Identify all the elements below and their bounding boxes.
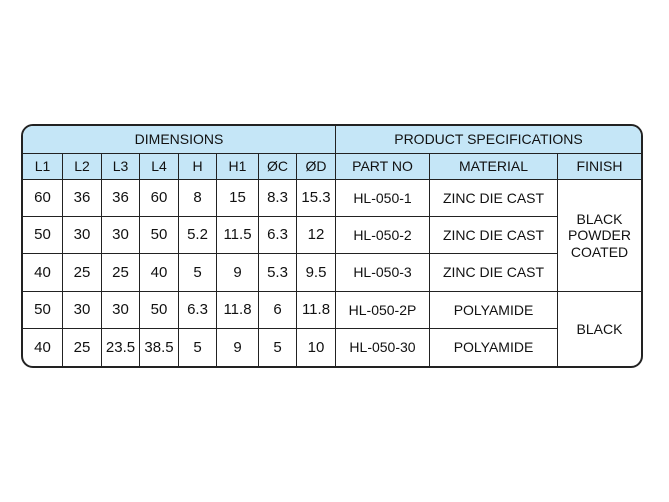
- table-cell: HL-050-2: [336, 217, 430, 254]
- table-cell: 6: [259, 292, 297, 329]
- table-cell: 5: [259, 329, 297, 366]
- table-cell: 60: [140, 180, 179, 217]
- table-cell: 50: [140, 292, 179, 329]
- column-header: L2: [63, 154, 102, 180]
- table-cell: 30: [102, 292, 140, 329]
- table-cell: 36: [63, 180, 102, 217]
- table-cell: 8: [179, 180, 217, 217]
- table-cell: 38.5: [140, 329, 179, 366]
- table-cell: 25: [102, 254, 140, 292]
- table-cell: 30: [63, 217, 102, 254]
- column-header: H1: [217, 154, 259, 180]
- table-cell: 9: [217, 254, 259, 292]
- table-cell: 50: [140, 217, 179, 254]
- group-header: PRODUCT SPECIFICATIONS: [336, 126, 641, 154]
- table-cell: 36: [102, 180, 140, 217]
- table-cell: 8.3: [259, 180, 297, 217]
- table-cell: 9.5: [297, 254, 336, 292]
- table-cell: ZINC DIE CAST: [430, 217, 558, 254]
- table-cell: HL-050-2P: [336, 292, 430, 329]
- column-header: H: [179, 154, 217, 180]
- table-cell: 5.3: [259, 254, 297, 292]
- table-cell: 15.3: [297, 180, 336, 217]
- table-cell: 11.8: [297, 292, 336, 329]
- table-cell: 15: [217, 180, 259, 217]
- table-cell: 11.5: [217, 217, 259, 254]
- finish-cell: BLACK: [576, 320, 623, 337]
- table-cell: 25: [63, 329, 102, 366]
- table-cell: 40: [23, 329, 63, 366]
- table-cell: 5.2: [179, 217, 217, 254]
- table-cell: HL-050-3: [336, 254, 430, 292]
- finish-cell: BLACK POWDER COATED: [558, 180, 641, 292]
- table-cell: POLYAMIDE: [430, 292, 558, 329]
- column-header: ØC: [259, 154, 297, 180]
- table-cell: HL-050-30: [336, 329, 430, 366]
- table-cell: 50: [23, 217, 63, 254]
- table-cell: 12: [297, 217, 336, 254]
- column-header: ØD: [297, 154, 336, 180]
- column-header: L3: [102, 154, 140, 180]
- table-cell: HL-050-1: [336, 180, 430, 217]
- table-cell: ZINC DIE CAST: [430, 180, 558, 217]
- table-cell: 30: [102, 217, 140, 254]
- table-cell: 9: [217, 329, 259, 366]
- table-cell: 30: [63, 292, 102, 329]
- table-cell: 5: [179, 254, 217, 292]
- column-header: FINISH: [558, 154, 641, 180]
- column-header: L4: [140, 154, 179, 180]
- table-cell: 6.3: [179, 292, 217, 329]
- table-cell: 10: [297, 329, 336, 366]
- table-cell: 5: [179, 329, 217, 366]
- spec-table: DIMENSIONS PRODUCT SPECIFICATIONS L1 L2 L3 L4…: [21, 124, 643, 368]
- table-cell: 25: [63, 254, 102, 292]
- table-cell: 23.5: [102, 329, 140, 366]
- table-cell: POLYAMIDE: [430, 329, 558, 366]
- table-cell: 11.8: [217, 292, 259, 329]
- column-header: L1: [23, 154, 63, 180]
- column-header: PART NO: [336, 154, 430, 180]
- table-cell: 50: [23, 292, 63, 329]
- group-header: DIMENSIONS: [23, 126, 336, 154]
- table-cell: ZINC DIE CAST: [430, 254, 558, 292]
- table-cell: 6.3: [259, 217, 297, 254]
- column-header: MATERIAL: [430, 154, 558, 180]
- table-cell: 40: [23, 254, 63, 292]
- table-cell: 60: [23, 180, 63, 217]
- table-cell: 40: [140, 254, 179, 292]
